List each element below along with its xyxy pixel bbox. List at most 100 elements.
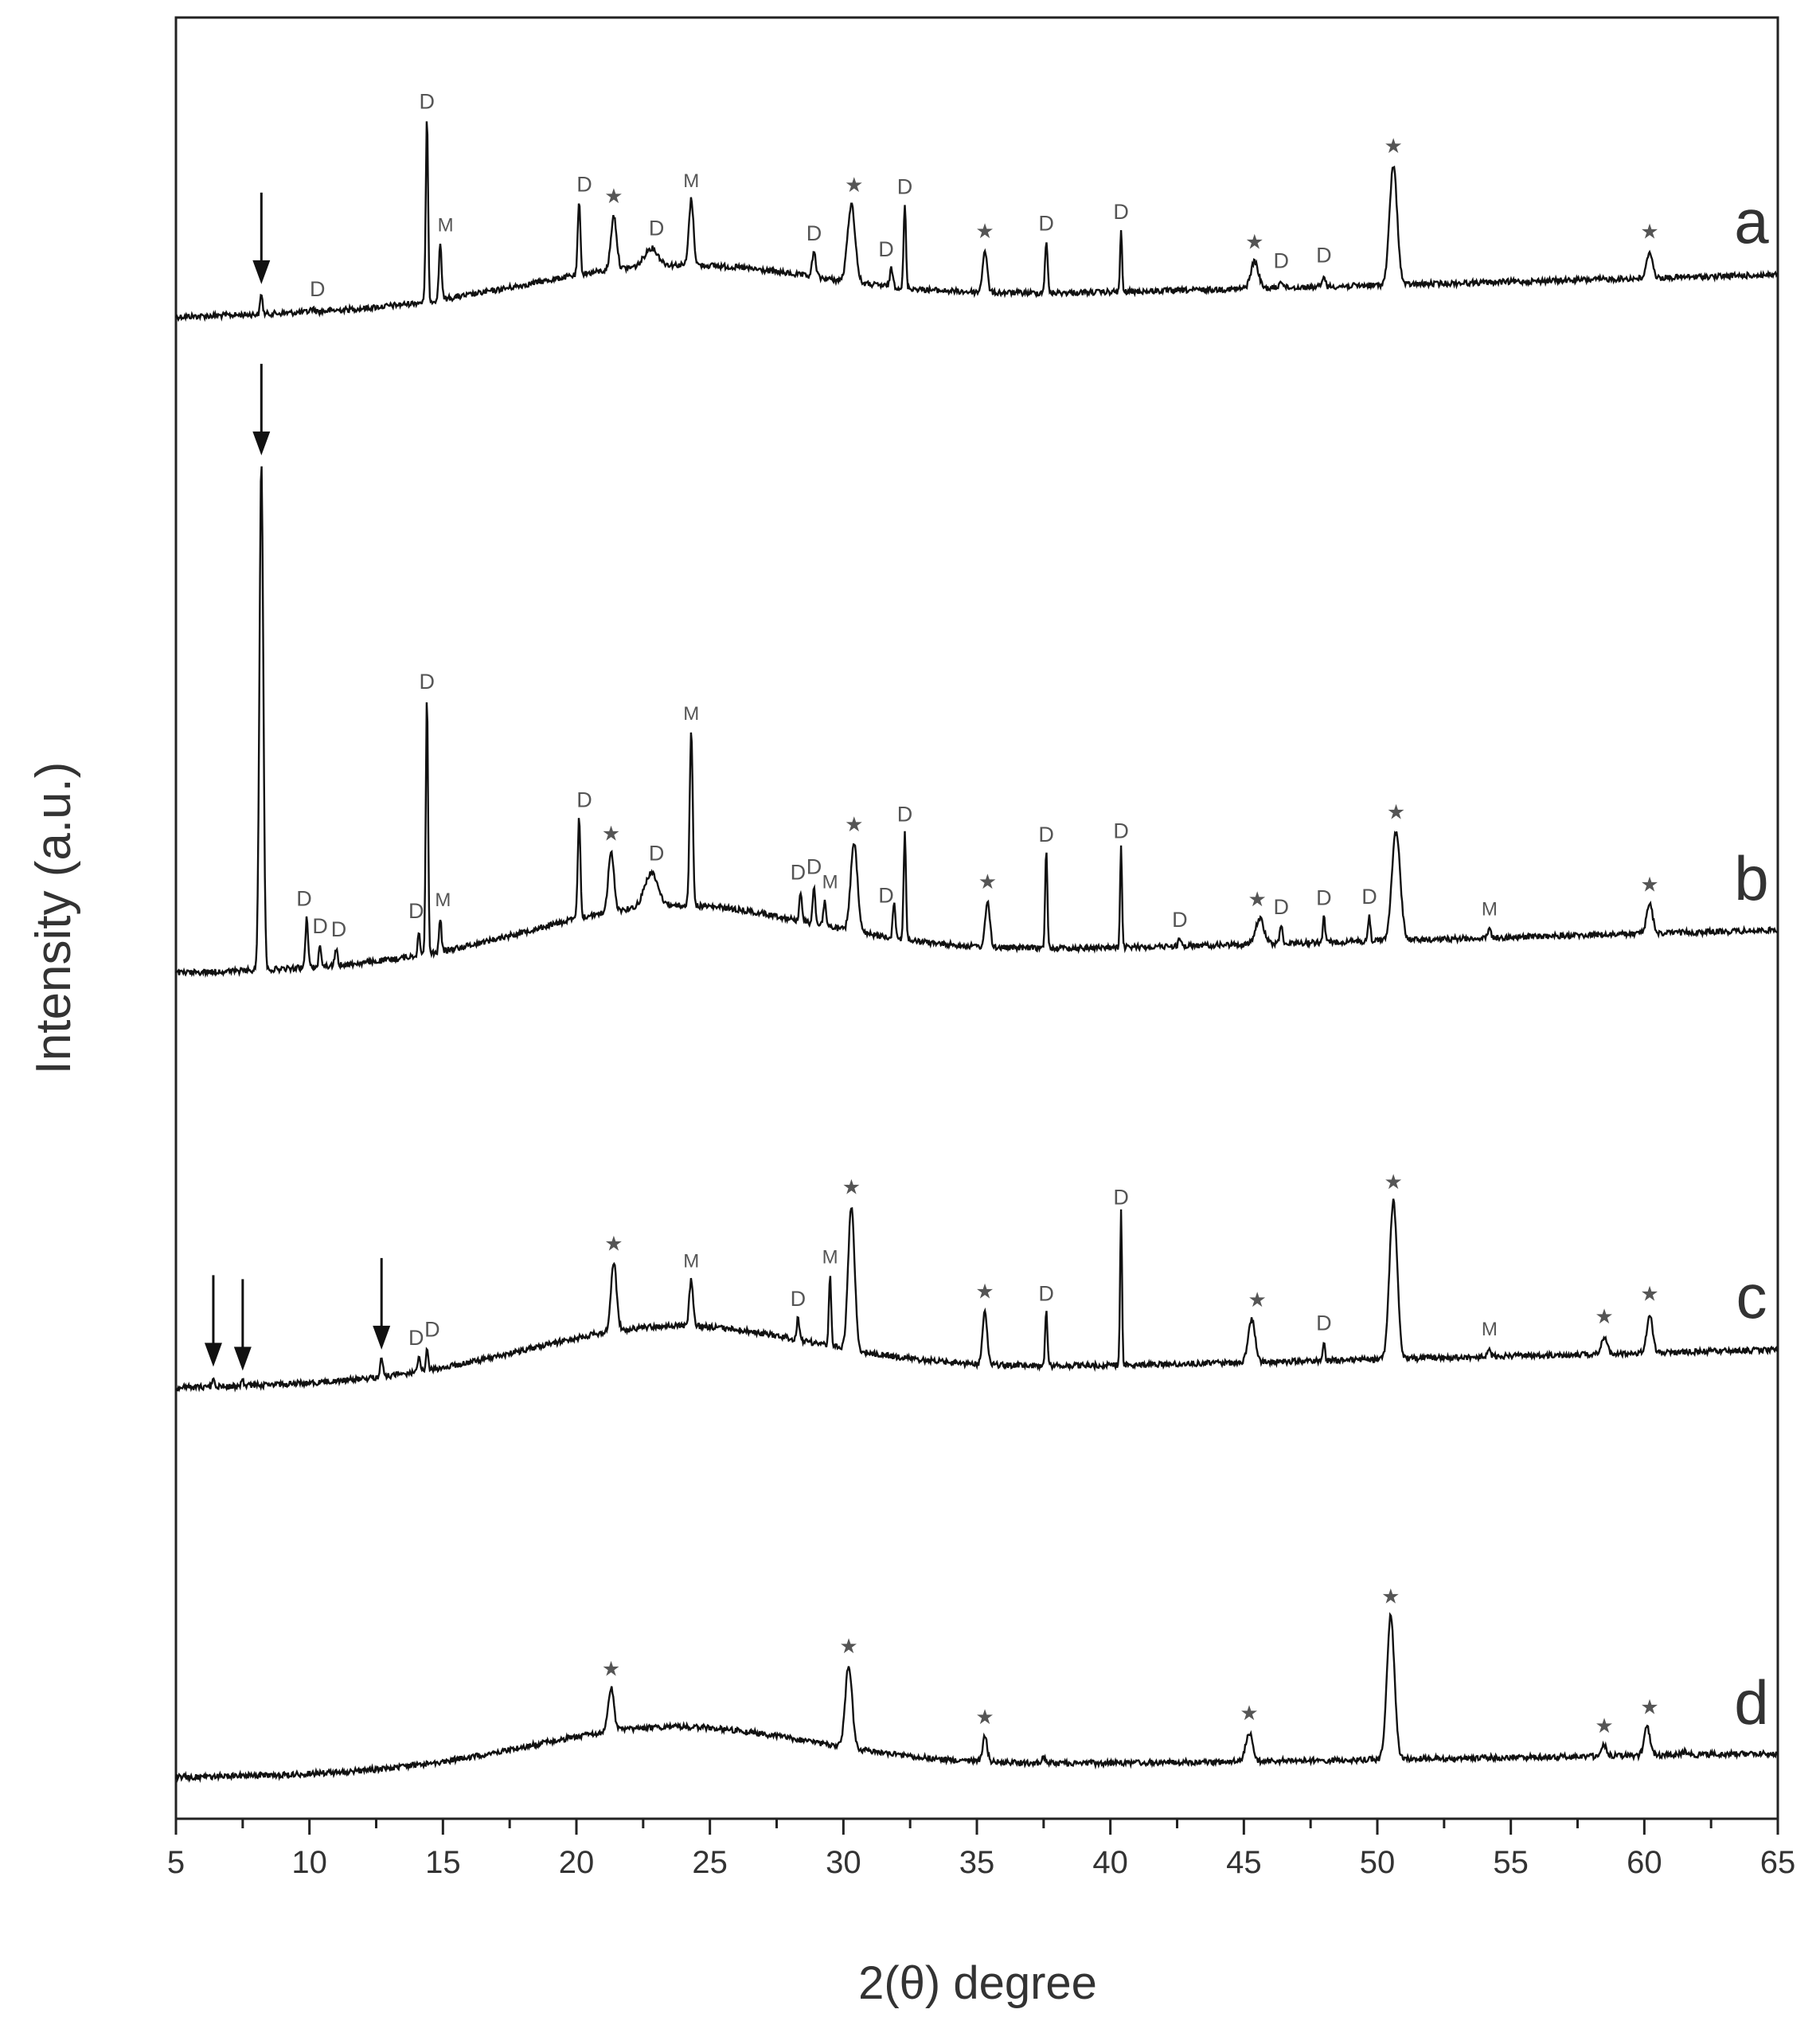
series-name-c: c [1736,1261,1767,1331]
peak-label-star: ★ [845,173,863,197]
peak-label-star: ★ [1595,1304,1613,1328]
peak-label-star: ★ [1640,220,1658,244]
peak-label-d: D [1316,886,1332,910]
arrow-marker [204,1275,222,1367]
peak-label-star: ★ [1381,1585,1400,1609]
series-names: a b c d [1734,186,1769,1738]
peak-label-d: D [331,917,347,941]
arrow-marker [252,363,271,455]
peak-label-d: D [649,216,665,240]
peak-label-d: D [310,277,326,301]
x-tick-label: 20 [559,1845,595,1880]
x-tick-label: 50 [1360,1845,1396,1880]
peak-label-m: M [1482,898,1498,920]
peak-label-d: D [296,886,312,910]
peak-label-star: ★ [602,821,620,845]
peak-label-star: ★ [1245,230,1263,254]
peak-label-d: D [419,89,435,113]
peak-label-d: D [1038,823,1054,846]
peak-label-star: ★ [845,812,863,836]
x-tick-label: 55 [1493,1845,1529,1880]
peak-label-d: D [1038,211,1054,235]
peak-label-d: D [878,237,894,261]
peak-label-d: D [807,221,822,245]
peak-label-d: D [408,899,424,923]
peak-label-d: D [1038,1281,1054,1305]
peak-label-m: M [822,1247,838,1268]
x-axis-title: 2(θ) degree [858,1957,1097,2009]
peak-label-star: ★ [602,1656,620,1680]
peak-label-star: ★ [1384,134,1402,158]
peak-label-m: M [435,889,451,911]
x-tick-label: 40 [1092,1845,1128,1880]
peak-label-d: D [419,670,435,694]
x-axis: 5 10 15 20 25 30 35 40 45 50 55 60 65 [167,1819,1795,1880]
peak-label-d: D [807,854,822,878]
peak-label-d: D [1172,908,1188,932]
x-tick-label: 5 [167,1845,185,1880]
peak-label-star: ★ [1384,1170,1402,1194]
arrow-marker [252,192,271,284]
series-name-a: a [1734,186,1769,256]
peak-label-d: D [1113,200,1129,224]
peak-label-star: ★ [1640,1282,1658,1306]
peak-label-d: D [424,1318,440,1342]
trace-c [174,1198,1779,1393]
peak-label-d: D [649,841,665,865]
peak-label-star: ★ [975,219,994,243]
series-name-b: b [1734,843,1768,913]
peak-label-d: D [408,1326,424,1350]
x-tick-label: 30 [826,1845,861,1880]
peak-label-star: ★ [604,1231,623,1255]
x-tick-label: 65 [1760,1845,1796,1880]
arrow-marker [373,1257,391,1350]
peak-label-d: D [878,884,894,908]
peak-label-star: ★ [978,870,997,893]
trace-b [174,466,1778,979]
peak-label-star: ★ [1595,1714,1613,1738]
peak-label-d: D [1113,1185,1129,1209]
peak-label-d: D [1274,249,1290,273]
peak-label-d: D [1316,243,1332,267]
x-tick-label: 25 [692,1845,728,1880]
peak-label-d: D [1113,819,1129,843]
peak-label-d: D [897,802,913,826]
traces [174,121,1779,1784]
peak-label-star: ★ [1240,1701,1258,1725]
peak-label-d: D [897,174,913,198]
peak-label-m: M [1482,1319,1498,1340]
x-tick-label: 35 [959,1845,995,1880]
peak-label-d: D [576,788,592,811]
peak-label-d: D [1361,885,1377,909]
peak-label-m: M [683,703,699,725]
peak-label-d: D [312,914,328,938]
peak-label-star: ★ [1640,1695,1658,1719]
peak-label-star: ★ [975,1279,994,1303]
y-axis-title: Intensity (a.u.) [26,762,81,1075]
peak-label-star: ★ [1387,800,1405,824]
peak-label-star: ★ [1248,1288,1266,1312]
peak-label-m: M [438,214,454,236]
peak-label-d: D [791,860,807,884]
peak-label-d: D [791,1287,807,1311]
x-tick-label: 15 [425,1845,461,1880]
x-tick-label: 10 [291,1845,327,1880]
peak-label-d: D [1316,1312,1332,1335]
peak-label-star: ★ [1248,887,1266,911]
peak-label-star: ★ [839,1634,857,1658]
trace-a [174,121,1779,322]
peak-label-star: ★ [842,1175,861,1199]
peak-label-m: M [683,170,699,192]
peak-label-star: ★ [975,1705,994,1729]
peak-label-m: M [822,872,838,893]
trace-d [174,1612,1779,1784]
peak-label-star: ★ [1640,873,1658,897]
x-tick-label: 60 [1627,1845,1662,1880]
series-name-d: d [1734,1667,1768,1738]
x-tick-label: 45 [1226,1845,1262,1880]
peak-label-star: ★ [604,184,623,208]
arrow-marker [233,1279,252,1371]
peak-label-d: D [576,173,592,197]
